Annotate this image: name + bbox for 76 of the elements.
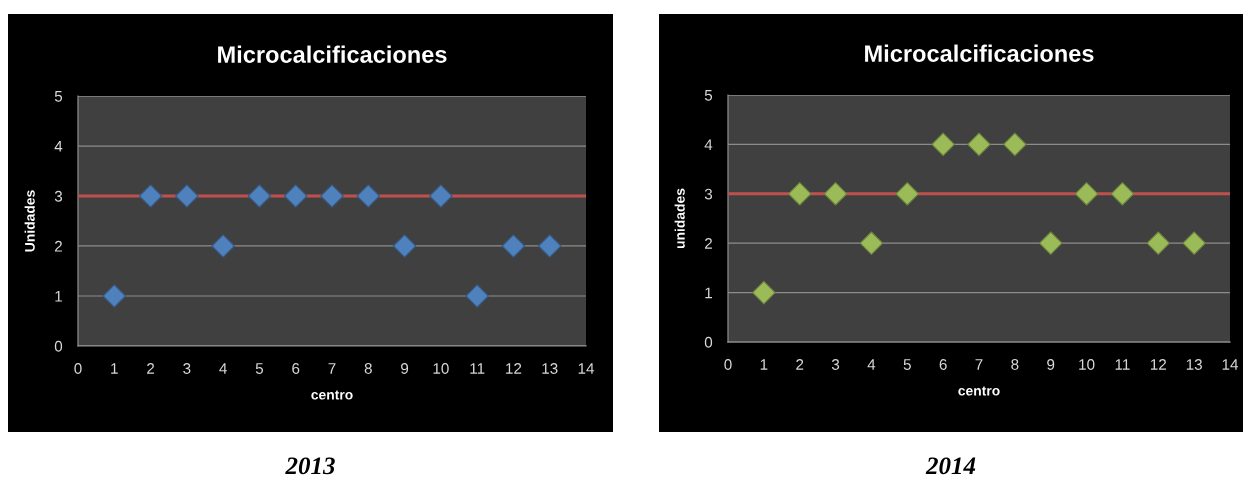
x-tick-label: 7 [975, 359, 983, 370]
point [175, 184, 199, 208]
point [1074, 182, 1099, 206]
x-tick-label: 6 [939, 359, 947, 370]
x-tick-label: 12 [506, 363, 522, 374]
point [537, 234, 562, 258]
x-tick-label: 5 [255, 363, 264, 374]
y-tick-label: 2 [704, 238, 712, 249]
point [283, 184, 308, 208]
x-axis-title: centro [958, 386, 1000, 396]
x-tick-label: 14 [1222, 359, 1239, 370]
x-tick-label: 4 [867, 359, 876, 370]
chart-title: Microcalcificaciones [218, 45, 447, 63]
point [895, 182, 920, 206]
x-tick-label: 10 [433, 363, 449, 374]
y-tick-label: 2 [55, 240, 62, 252]
y-tick-label: 5 [54, 91, 63, 102]
x-tick-label: 3 [183, 363, 191, 374]
point [787, 182, 812, 206]
point [1038, 231, 1063, 255]
x-tick-label: 12 [1150, 359, 1167, 370]
point [823, 182, 848, 206]
chart-title: Microcalcificaciones [865, 44, 1094, 62]
y-tick-label: 5 [704, 90, 713, 101]
x-tick-label: 9 [1047, 359, 1055, 370]
x-tick-label: 7 [328, 363, 336, 374]
point [859, 231, 884, 255]
point [501, 234, 526, 258]
text: 2014 [925, 457, 976, 475]
point [465, 284, 489, 308]
y-axis-title: unidades [674, 188, 685, 249]
x-tick-label: 11 [470, 363, 485, 374]
x-tick-label: 2 [147, 363, 155, 374]
x-tick-label: 13 [542, 363, 558, 374]
y-tick-label: 1 [705, 287, 712, 299]
x-tick-label: 1 [760, 359, 768, 370]
x-tick-label: 8 [1011, 359, 1019, 370]
x-tick-label: 8 [364, 363, 372, 374]
x-tick-label: 13 [1186, 359, 1202, 370]
x-tick-label: 1 [111, 363, 118, 374]
point [138, 184, 163, 208]
y-tick-label: 1 [55, 291, 62, 302]
point [967, 132, 991, 157]
x-tick-label: 0 [74, 363, 82, 374]
y-tick-label: 3 [54, 190, 63, 202]
point [1003, 132, 1027, 157]
point [1110, 182, 1135, 206]
point [1182, 231, 1206, 255]
y-tick-label: 3 [704, 188, 713, 200]
x-tick-label: 0 [724, 359, 732, 370]
point [392, 234, 417, 258]
point [752, 280, 776, 305]
point [211, 234, 235, 258]
x-tick-label: 3 [831, 359, 840, 370]
point [356, 184, 381, 208]
point [931, 132, 955, 157]
point [1146, 231, 1171, 255]
y-tick-label: 0 [704, 336, 713, 348]
point [320, 184, 344, 208]
x-tick-label: 2 [796, 359, 804, 370]
point [247, 184, 272, 208]
point [102, 284, 127, 308]
x-axis-title: centro [311, 390, 353, 400]
y-tick-label: 0 [54, 340, 63, 352]
x-tick-label: 11 [1115, 359, 1130, 370]
x-tick-label: 6 [292, 363, 300, 374]
point [429, 184, 453, 208]
x-tick-label: 10 [1079, 359, 1095, 370]
text: 2013 [285, 457, 335, 475]
x-tick-label: 5 [903, 359, 911, 370]
y-tick-label: 4 [54, 141, 63, 152]
x-tick-label: 4 [219, 363, 227, 374]
y-tick-label: 4 [704, 139, 713, 150]
y-axis-title: Unidades [24, 190, 35, 252]
x-tick-label: 9 [401, 363, 409, 374]
x-tick-label: 14 [578, 363, 595, 374]
